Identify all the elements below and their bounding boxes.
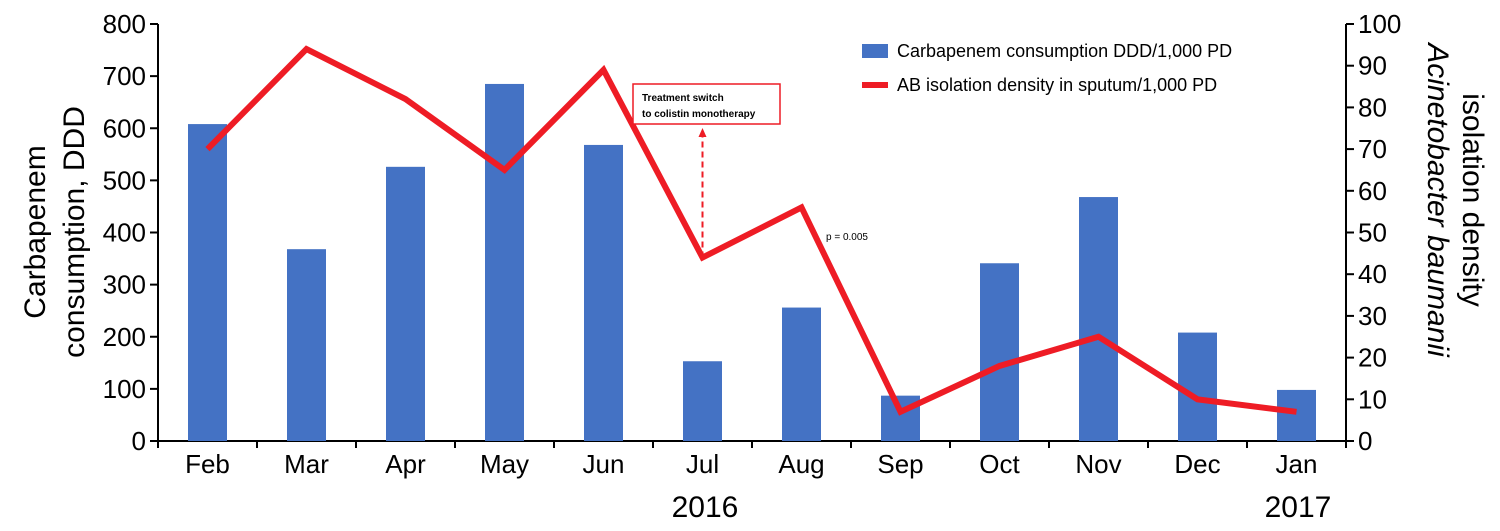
bar-nov xyxy=(1079,197,1118,441)
x-tick-label-jan: Jan xyxy=(1276,449,1318,479)
left-tick-label: 800 xyxy=(103,9,146,39)
right-tick-label: 70 xyxy=(1358,134,1387,164)
right-tick-label: 10 xyxy=(1358,384,1387,414)
x-tick-label-oct: Oct xyxy=(979,449,1020,479)
left-axis-title: Carbapenem xyxy=(19,145,52,318)
bar-jul xyxy=(683,361,722,441)
bar-dec xyxy=(1178,332,1217,441)
left-tick-label: 100 xyxy=(103,374,146,404)
legend: Carbapenem consumption DDD/1,000 PD AB i… xyxy=(862,41,1232,95)
x-tick-label-aug: Aug xyxy=(778,449,824,479)
bar-aug xyxy=(782,307,821,441)
treatment-annotation-line2: to colistin monotherapy xyxy=(642,109,756,120)
bar-jan xyxy=(1277,389,1316,441)
year-label-2016: 2016 xyxy=(672,491,739,524)
right-tick-label: 0 xyxy=(1358,426,1372,456)
p-value-annotation: p = 0.005 xyxy=(826,232,868,243)
legend-swatch-bar xyxy=(862,44,888,58)
x-tick-label-apr: Apr xyxy=(385,449,426,479)
left-tick-label: 300 xyxy=(103,270,146,300)
x-tick-label-jun: Jun xyxy=(583,449,625,479)
bar-jun xyxy=(584,144,623,441)
x-tick-label-dec: Dec xyxy=(1174,449,1220,479)
bar-oct xyxy=(980,263,1019,441)
bar-series xyxy=(188,83,1316,441)
treatment-annotation: Treatment switch to colistin monotherapy xyxy=(632,83,781,258)
line-series xyxy=(205,45,1297,416)
right-tick-label: 60 xyxy=(1358,176,1387,206)
x-tick-label-nov: Nov xyxy=(1075,449,1121,479)
right-tick-label: 40 xyxy=(1358,259,1387,289)
year-label-2017: 2017 xyxy=(1265,491,1332,524)
right-tick-label: 30 xyxy=(1358,301,1387,331)
x-tick-label-mar: Mar xyxy=(284,449,329,479)
left-axis-title-line2: consumption, DDD xyxy=(58,106,91,358)
x-tick-label-jul: Jul xyxy=(686,449,719,479)
x-axis-ticks: Feb Mar Apr May Jun Jul Aug Sep Oct Nov Dec Jan xyxy=(157,441,1347,479)
bar-apr xyxy=(386,166,425,441)
treatment-annotation-line1: Treatment switch xyxy=(642,93,724,104)
left-tick-label: 700 xyxy=(103,61,146,91)
treatment-arrowhead xyxy=(698,128,707,137)
right-tick-label: 20 xyxy=(1358,343,1387,373)
ab-density-line xyxy=(205,45,1297,416)
left-axis-ticks: 0 100 200 300 400 500 600 700 800 xyxy=(103,9,158,456)
left-tick-label: 0 xyxy=(132,426,146,456)
bar-may xyxy=(485,83,524,441)
right-tick-label: 90 xyxy=(1358,51,1387,81)
x-tick-label-feb: Feb xyxy=(185,449,230,479)
right-tick-label: 80 xyxy=(1358,92,1387,122)
bar-mar xyxy=(287,249,326,441)
x-tick-label-may: May xyxy=(480,449,529,479)
right-axis-title-line2: isolation density xyxy=(1456,93,1489,306)
right-tick-label: 50 xyxy=(1358,218,1387,248)
right-axis-ticks: 0 10 20 30 40 50 60 70 80 90 100 xyxy=(1346,9,1401,456)
left-tick-label: 600 xyxy=(103,113,146,143)
treatment-annotation-box xyxy=(632,83,781,125)
right-tick-label: 100 xyxy=(1358,9,1401,39)
left-tick-label: 400 xyxy=(103,218,146,248)
left-tick-label: 200 xyxy=(103,322,146,352)
bar-feb xyxy=(188,124,227,441)
x-tick-label-sep: Sep xyxy=(877,449,923,479)
legend-label-bar: Carbapenem consumption DDD/1,000 PD xyxy=(897,41,1232,61)
left-tick-label: 500 xyxy=(103,165,146,195)
legend-label-line: AB isolation density in sputum/1,000 PD xyxy=(897,75,1217,95)
right-axis-title: Acinetobacter baumanii xyxy=(1421,41,1454,358)
